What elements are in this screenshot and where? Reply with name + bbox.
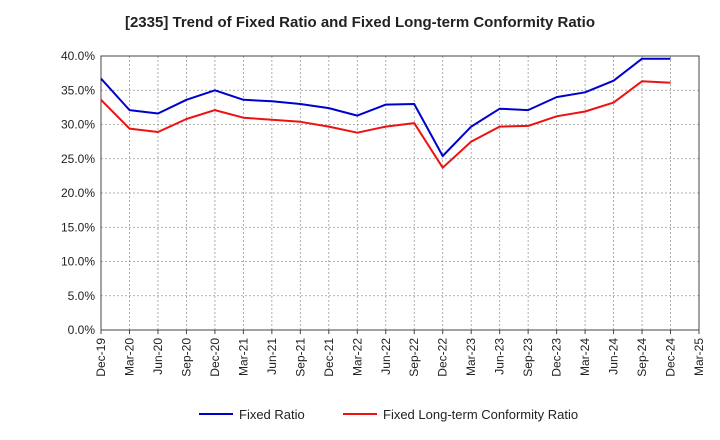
x-tick-label: Dec-21	[322, 338, 336, 377]
plot-frame	[100, 55, 700, 331]
x-tick-label: Dec-20	[208, 338, 222, 377]
y-tick-label: 30.0%	[61, 118, 95, 132]
x-tick-label: Dec-23	[550, 338, 564, 377]
x-tick-label: Jun-24	[607, 338, 621, 375]
x-tick-label: Jun-22	[379, 338, 393, 375]
y-tick-label: 15.0%	[61, 220, 95, 234]
x-tick-label: Mar-21	[236, 338, 250, 376]
series-line-0	[100, 57, 671, 157]
y-tick-label: 35.0%	[61, 83, 95, 97]
x-tick-label: Dec-24	[664, 338, 678, 377]
x-tick-label: Sep-24	[635, 338, 649, 377]
y-tick-label: 5.0%	[68, 289, 96, 303]
x-tick-label: Jun-21	[265, 338, 279, 375]
x-tick-label: Jun-23	[493, 338, 507, 375]
y-tick-label: 40.0%	[61, 49, 95, 63]
x-tick-label: Sep-22	[407, 338, 421, 377]
x-tick-label: Mar-24	[578, 338, 592, 376]
x-tick-label: Sep-21	[293, 338, 307, 377]
y-tick-label: 25.0%	[61, 152, 95, 166]
x-tick-label: Sep-20	[179, 338, 193, 377]
y-tick-label: 0.0%	[68, 323, 96, 337]
y-tick-label: 20.0%	[61, 186, 95, 200]
y-tick-label: 10.0%	[61, 255, 95, 269]
x-tick-label: Mar-22	[350, 338, 364, 376]
x-tick-label: Jun-20	[151, 338, 165, 375]
legend-label-0: Fixed Ratio	[239, 407, 305, 422]
x-tick-label: Sep-23	[521, 338, 535, 377]
x-tick-label: Dec-22	[436, 338, 450, 377]
series-line-1	[100, 80, 671, 169]
legend-label-1: Fixed Long-term Conformity Ratio	[383, 407, 578, 422]
x-tick-label: Mar-25	[692, 338, 706, 376]
x-tick-label: Mar-23	[464, 338, 478, 376]
x-tick-label: Dec-19	[94, 338, 108, 377]
chart-title: [2335] Trend of Fixed Ratio and Fixed Lo…	[124, 14, 596, 31]
x-tick-label: Mar-20	[122, 338, 136, 376]
